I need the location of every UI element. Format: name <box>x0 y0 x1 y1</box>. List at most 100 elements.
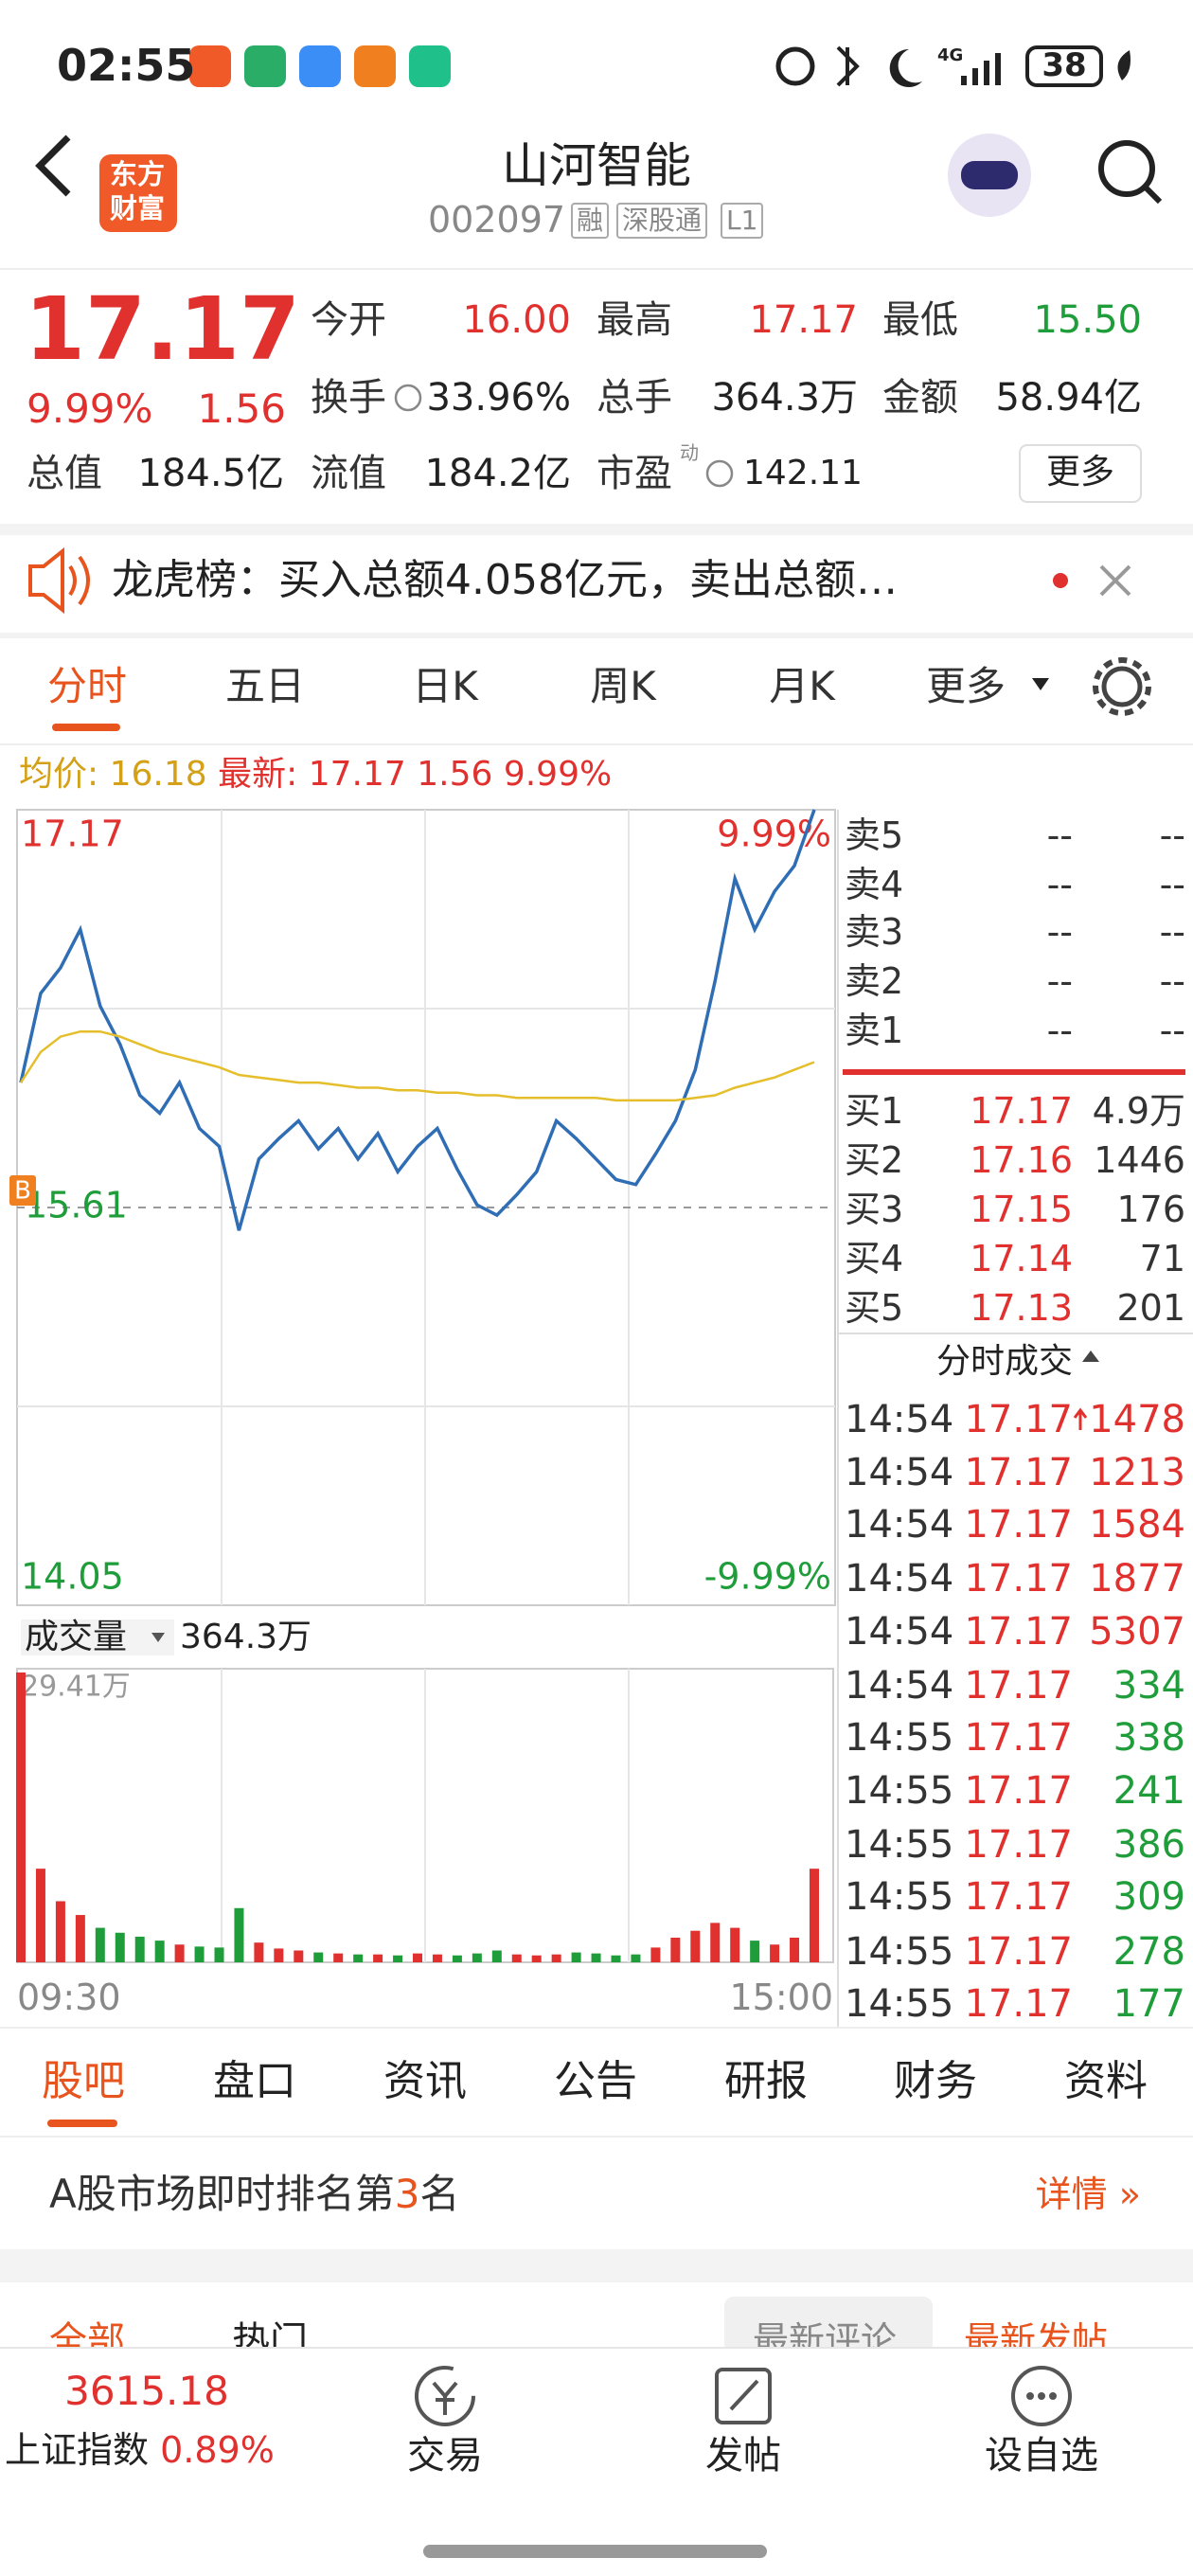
robot-face <box>961 161 1018 189</box>
volume-bar <box>531 1955 542 1962</box>
trade-time: 14:55 <box>845 1875 954 1919</box>
trade-time: 14:54 <box>845 1610 954 1654</box>
volume-bar <box>472 1953 482 1962</box>
chart-tab[interactable]: 五日 <box>224 663 305 709</box>
close-button[interactable] <box>1099 564 1131 597</box>
field-label: 最高 <box>596 298 672 342</box>
chart-tab[interactable]: 月K <box>769 663 835 709</box>
y-tick-label: 15.61 <box>25 1185 128 1226</box>
divider <box>0 743 1193 745</box>
x-label: 15:00 <box>729 1977 833 2018</box>
red-dot <box>1053 573 1068 588</box>
up-arrow <box>1073 1407 1088 1430</box>
trades-title[interactable]: 分时成交 <box>838 1345 1193 1379</box>
info-icon <box>394 384 422 412</box>
book-price: -- <box>1046 911 1073 953</box>
book-price: -- <box>1046 814 1073 856</box>
y-tick-label: 17.17 <box>21 814 124 855</box>
index-value[interactable]: 3615.18 <box>64 2368 229 2414</box>
book-price: 17.16 <box>970 1139 1073 1181</box>
volume-title[interactable]: 成交量 <box>25 1618 128 1656</box>
field-label: 换手 <box>311 376 386 420</box>
book-label: 买3 <box>845 1189 904 1230</box>
bottom-tab[interactable]: 资讯 <box>383 2057 467 2105</box>
x-label: 09:30 <box>17 1977 121 2018</box>
volume-total: 364.3万 <box>180 1618 312 1656</box>
chart-tab[interactable]: 周K <box>590 663 656 709</box>
nav-label[interactable]: 发帖 <box>705 2434 781 2478</box>
volume-bar <box>353 1954 364 1962</box>
legend-label: 均价: <box>19 755 99 794</box>
book-volume: -- <box>1159 1010 1185 1051</box>
trade-time: 14:54 <box>845 1451 954 1494</box>
trade-time: 14:54 <box>845 1557 954 1601</box>
trade-volume: 1213 <box>1089 1451 1185 1494</box>
book-volume: -- <box>1159 814 1185 856</box>
volume-selector[interactable] <box>21 1619 174 1655</box>
change-pct: 9.99% <box>27 385 153 432</box>
book-label: 卖5 <box>845 814 904 856</box>
back-button[interactable] <box>35 134 71 197</box>
trade-volume: 278 <box>1113 1930 1185 1974</box>
trade-price: 17.17 <box>964 1769 1073 1813</box>
settings-button[interactable] <box>1101 666 1143 707</box>
status-time: 02:55 <box>57 40 196 91</box>
more-button[interactable] <box>1019 444 1142 503</box>
bottom-tab[interactable]: 公告 <box>554 2057 637 2105</box>
legend-value: 16.18 <box>109 755 207 794</box>
chart-tab[interactable]: 分时 <box>46 663 127 709</box>
field-value: 33.96% <box>426 376 571 420</box>
book-price: 17.15 <box>970 1189 1073 1230</box>
volume-bar <box>491 1950 502 1962</box>
dot <box>1038 2392 1045 2400</box>
volume-bar <box>214 1947 224 1962</box>
notice-text[interactable]: 龙虎榜：买入总额4.058亿元，卖出总额… <box>112 556 898 604</box>
bottom-tab[interactable]: 研报 <box>724 2057 808 2105</box>
field-label: 流值 <box>311 452 386 495</box>
trade-volume: 309 <box>1113 1875 1185 1919</box>
bottom-tab[interactable]: 资料 <box>1064 2057 1148 2105</box>
chart-tab[interactable]: 日K <box>412 663 478 709</box>
search-handle <box>1142 184 1163 205</box>
field-label: 市盈 <box>596 452 672 495</box>
bt-icon <box>836 45 860 87</box>
y2-tick-label: -9.99% <box>704 1556 831 1598</box>
nav-label[interactable]: 交易 <box>407 2434 483 2478</box>
feed-toggle[interactable] <box>724 2297 933 2353</box>
dropdown-arrow <box>1032 678 1049 690</box>
field-value: 15.50 <box>1033 298 1142 342</box>
trade-time: 14:54 <box>845 1398 954 1441</box>
more-label[interactable]: 更多 <box>1045 453 1114 492</box>
index-line[interactable]: 上证指数 0.89% <box>5 2432 275 2468</box>
volume-bar <box>790 1937 800 1962</box>
trade-price: 17.17 <box>964 1503 1073 1547</box>
book-label: 卖2 <box>845 960 904 1002</box>
app-icon <box>409 45 451 87</box>
marker: B <box>14 1177 31 1206</box>
ranking-link[interactable]: 详情 » <box>1035 2174 1141 2215</box>
volume-bar <box>274 1948 284 1962</box>
search-button[interactable] <box>1098 140 1155 197</box>
volume-bar <box>294 1950 304 1962</box>
volume-bar <box>373 1954 383 1962</box>
trade-time: 14:55 <box>845 1930 954 1974</box>
volume-bar <box>115 1932 125 1962</box>
bottom-tab[interactable]: 盘口 <box>213 2057 296 2105</box>
volume-bar <box>254 1942 264 1962</box>
field-value: 58.94亿 <box>995 376 1142 420</box>
bottom-tab[interactable]: 财务 <box>894 2057 977 2105</box>
trade-price: 17.17 <box>964 1451 1073 1494</box>
trade-volume: 5307 <box>1089 1610 1185 1654</box>
chart-tab[interactable]: 更多 <box>925 663 1006 709</box>
book-volume: -- <box>1159 960 1185 1002</box>
volume-bar <box>194 1946 205 1962</box>
band <box>0 524 1193 535</box>
trade-volume: 1478 <box>1089 1398 1185 1441</box>
tab-underline <box>47 2120 117 2127</box>
moon-icon <box>889 48 922 87</box>
trade-price: 17.17 <box>964 1716 1073 1760</box>
nav-label[interactable]: 设自选 <box>985 2434 1098 2478</box>
divider <box>0 2027 1193 2029</box>
bottom-tab[interactable]: 股吧 <box>42 2057 125 2105</box>
volume-bar <box>611 1955 621 1962</box>
